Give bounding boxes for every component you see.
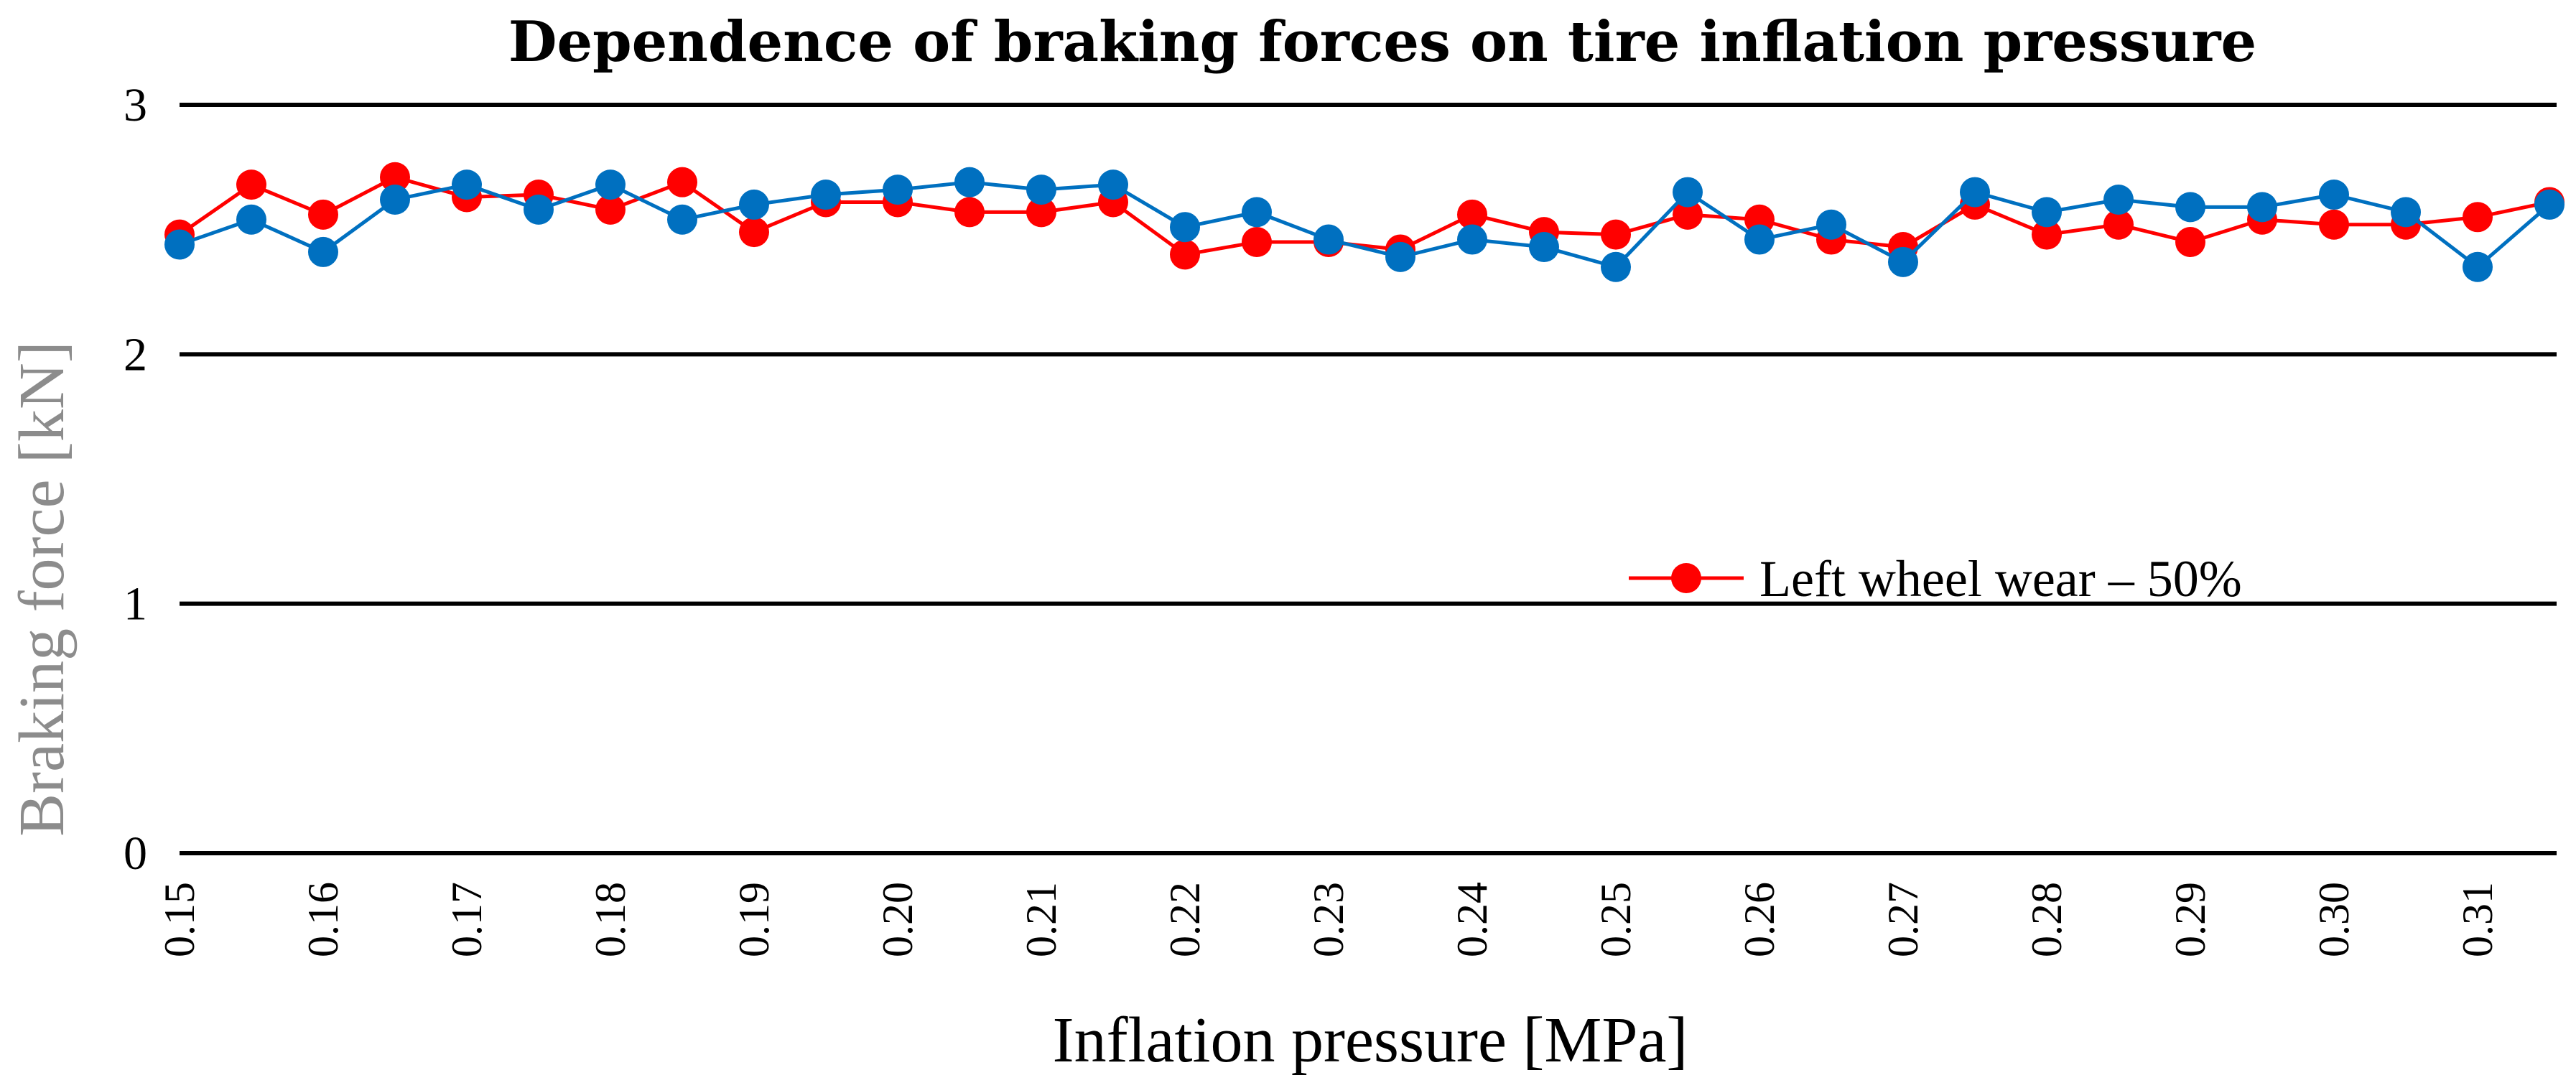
data-point — [1457, 224, 1487, 255]
data-point — [954, 197, 985, 228]
data-point — [1888, 246, 1918, 277]
series-1 — [164, 167, 2565, 282]
data-point — [1601, 219, 1631, 250]
x-tick-label: 0.19 — [730, 882, 778, 957]
data-point — [164, 229, 195, 260]
series-layer — [164, 162, 2565, 282]
x-tick-label: 0.22 — [1161, 882, 1209, 957]
data-point — [2534, 189, 2565, 220]
data-point — [524, 194, 554, 225]
data-point — [2103, 184, 2134, 215]
grid-lines — [180, 103, 2557, 855]
data-point — [1457, 199, 1487, 230]
y-tick-label: 0 — [124, 827, 147, 880]
x-tick-label: 0.16 — [299, 882, 347, 957]
x-tick-label: 0.25 — [1592, 882, 1640, 957]
data-point — [2391, 197, 2421, 228]
data-point — [595, 169, 626, 200]
legend-label-left-wheel: Left wheel wear – 50% — [1759, 550, 2242, 608]
x-tick-label: 0.21 — [1018, 882, 1065, 957]
y-tick-label: 2 — [124, 328, 147, 381]
data-point — [739, 189, 769, 220]
x-tick-label: 0.20 — [874, 882, 921, 957]
data-point — [2247, 192, 2277, 223]
data-point — [883, 175, 913, 205]
x-tick-label: 0.23 — [1305, 882, 1352, 957]
data-point — [1744, 224, 1775, 255]
data-point — [1673, 199, 1703, 230]
data-point — [380, 184, 410, 215]
data-point — [1601, 251, 1631, 282]
x-tick-label: 0.24 — [1449, 882, 1496, 957]
data-point — [2319, 209, 2349, 240]
data-point — [954, 167, 985, 197]
series-0 — [164, 162, 2565, 270]
data-point — [236, 204, 266, 235]
y-tick-labels: 0 1 2 3 — [124, 79, 147, 880]
data-point — [1529, 231, 1559, 262]
x-tick-label: 0.30 — [2310, 882, 2358, 957]
x-tick-label: 0.28 — [2023, 882, 2070, 957]
chart-title: Dependence of braking forces on tire inf… — [508, 9, 2256, 75]
data-point — [1026, 175, 1056, 205]
data-point — [2103, 209, 2134, 240]
data-point — [1313, 224, 1344, 255]
data-point — [236, 169, 266, 200]
data-point — [308, 236, 338, 267]
data-point — [1673, 177, 1703, 208]
data-point — [811, 180, 841, 210]
data-point — [739, 217, 769, 248]
data-point — [2463, 202, 2493, 233]
x-axis-label: Inflation pressure [MPa] — [1053, 1005, 1688, 1076]
y-axis-label: Braking force [kN] — [6, 341, 78, 837]
data-point — [2175, 192, 2205, 223]
data-point — [2032, 197, 2062, 228]
x-tick-label: 0.17 — [443, 882, 490, 957]
data-point — [380, 162, 410, 192]
y-tick-label: 1 — [124, 578, 147, 631]
series-line-0 — [178, 175, 2550, 256]
x-tick-label: 0.27 — [1879, 882, 1927, 957]
data-point — [1242, 227, 1272, 258]
data-point — [2175, 227, 2205, 258]
data-point — [2032, 219, 2062, 250]
x-tick-label: 0.29 — [2167, 882, 2214, 957]
data-point — [308, 199, 338, 230]
data-point — [1170, 212, 1200, 243]
legend-marker-left-wheel — [1671, 563, 1701, 593]
data-point — [667, 204, 697, 235]
data-point — [595, 194, 626, 225]
x-tick-label: 0.31 — [2454, 882, 2501, 957]
data-point — [1816, 209, 1846, 240]
data-point — [1385, 241, 1415, 272]
series-line-1 — [179, 180, 2551, 269]
x-tick-labels: 0.15 0.16 0.17 0.18 0.19 0.20 0.21 0.22 0.23 0.24… — [156, 882, 2501, 957]
data-point — [2319, 180, 2349, 210]
legend: Left wheel wear – 50% — [1629, 550, 2242, 608]
x-tick-label: 0.18 — [587, 882, 634, 957]
x-tick-label: 0.26 — [1736, 882, 1783, 957]
y-tick-label: 3 — [124, 79, 147, 131]
data-point — [1170, 239, 1200, 270]
data-point — [1242, 197, 1272, 228]
data-point — [1960, 177, 1990, 208]
x-tick-label: 0.15 — [156, 882, 203, 957]
data-point — [1026, 197, 1056, 228]
data-point — [667, 167, 697, 197]
data-point — [1098, 169, 1128, 200]
data-point — [2463, 251, 2493, 282]
data-point — [452, 169, 482, 200]
